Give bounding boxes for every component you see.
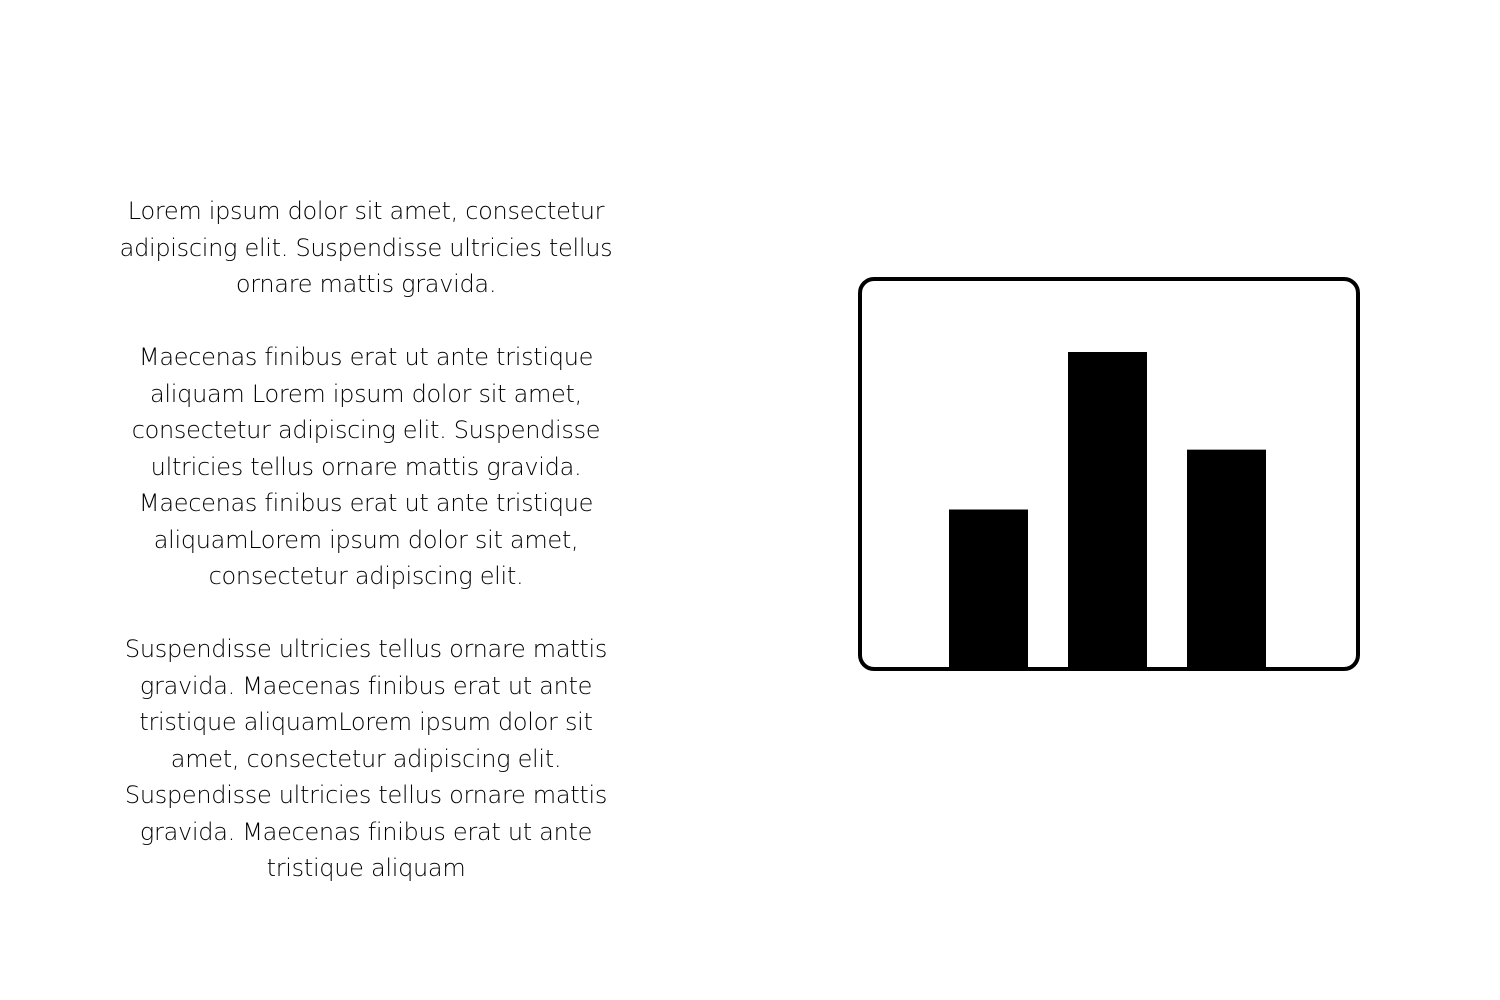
chart-frame: [858, 277, 1360, 671]
chart-bar-1: [949, 509, 1028, 667]
paragraph-2: Maecenas finibus erat ut ante tristique …: [131, 343, 601, 590]
paragraph-3: Suspendisse ultricies tellus ornare matt…: [124, 635, 608, 882]
chart-bar-3: [1187, 449, 1266, 667]
chart-bars: [949, 352, 1266, 667]
bar-chart-icon: [858, 277, 1360, 671]
paragraph-1: Lorem ipsum dolor sit amet, consectetur …: [119, 197, 613, 298]
text-column: Lorem ipsum dolor sit amet, consectetur …: [118, 193, 614, 887]
chart-bar-2: [1068, 352, 1147, 667]
